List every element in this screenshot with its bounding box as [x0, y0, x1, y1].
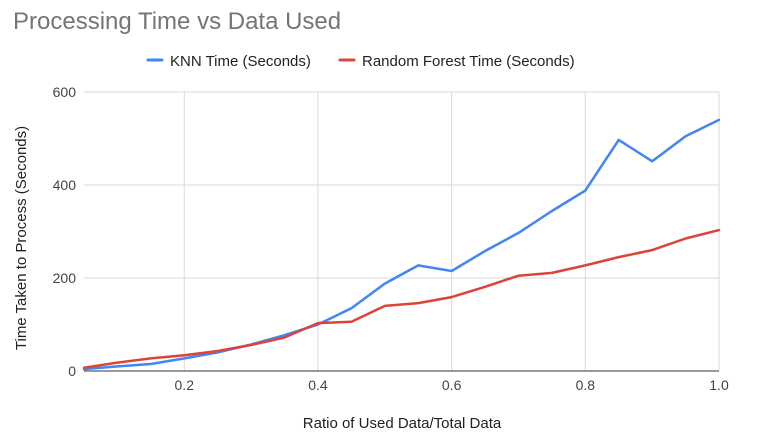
- y-tick-label: 400: [53, 177, 77, 193]
- y-tick-label: 200: [53, 270, 77, 286]
- y-tick-label: 600: [53, 84, 77, 100]
- x-tick-label: 1.0: [709, 377, 729, 393]
- axes: 0 200 400 600 0.2 0.4 0.6 0.8 1.0: [53, 84, 729, 393]
- x-tick-label: 0.2: [175, 377, 195, 393]
- x-axis-label: Ratio of Used Data/Total Data: [303, 415, 502, 432]
- grid-lines: [84, 91, 720, 371]
- chart-title: Processing Time vs Data Used: [13, 8, 342, 35]
- series-line-knn: [82, 118, 721, 371]
- series-lines: [82, 118, 721, 371]
- x-tick-label: 0.4: [308, 377, 328, 393]
- x-tick-label: 0.6: [442, 377, 462, 393]
- series-line-random-forest: [82, 228, 721, 369]
- legend: KNN Time (Seconds) Random Forest Time (Se…: [146, 53, 575, 70]
- x-tick-label: 0.8: [576, 377, 596, 393]
- legend-label: KNN Time (Seconds): [170, 53, 311, 70]
- legend-label: Random Forest Time (Seconds): [362, 53, 575, 70]
- y-tick-label: 0: [68, 363, 76, 379]
- y-axis-label: Time Taken to Process (Seconds): [13, 126, 30, 350]
